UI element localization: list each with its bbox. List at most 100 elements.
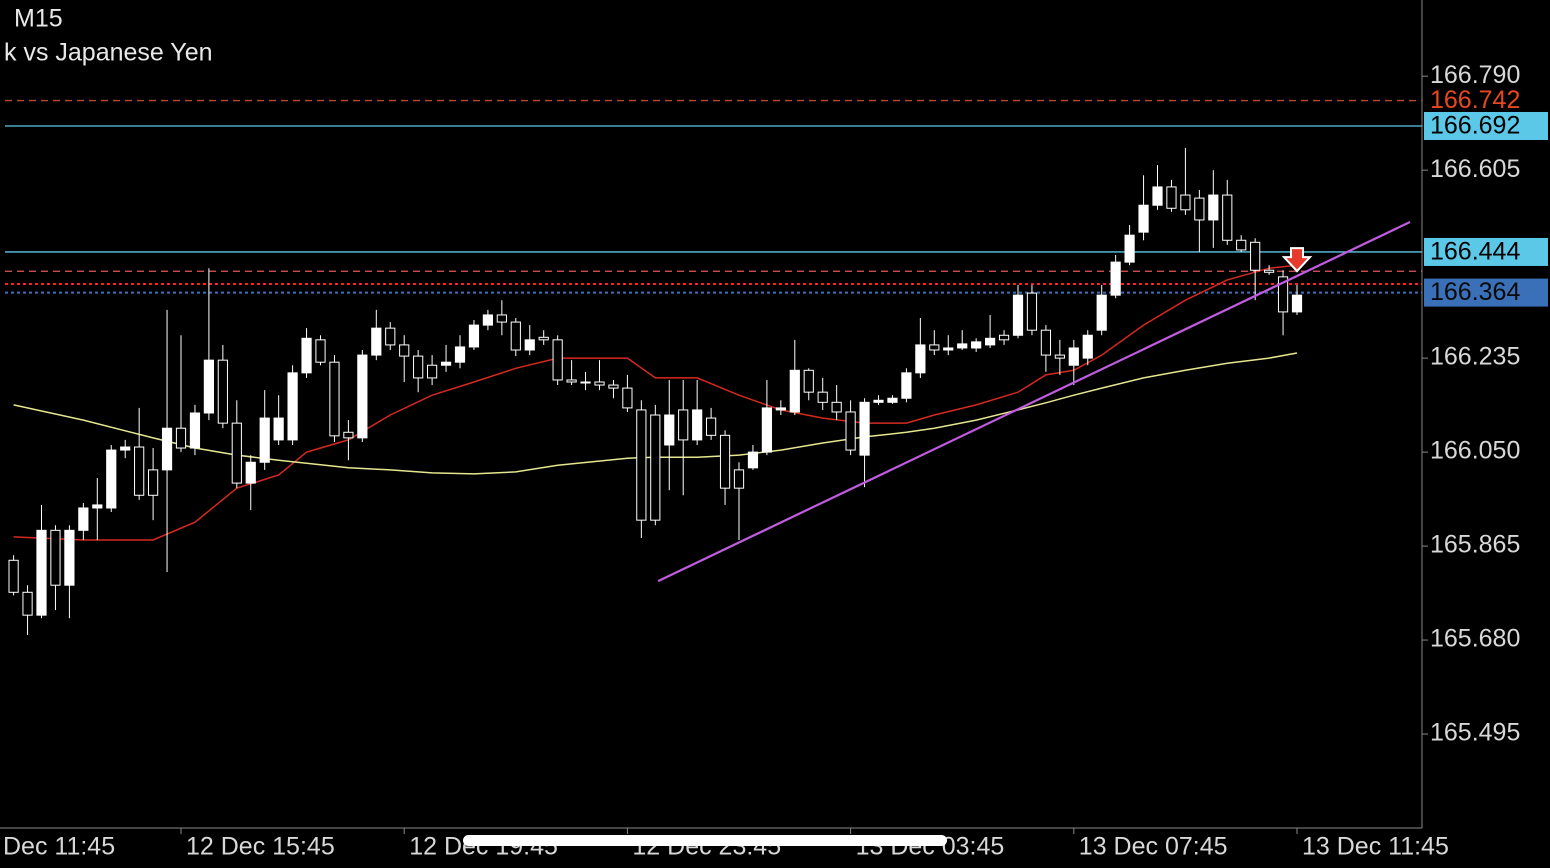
candle-body-down xyxy=(22,591,33,616)
candle-body-down xyxy=(1236,239,1247,251)
home-indicator xyxy=(463,835,947,846)
candle-body-up xyxy=(92,504,103,509)
y-tick-label: 166.605 xyxy=(1430,155,1520,183)
trendline xyxy=(657,221,1411,583)
candle-body-up xyxy=(287,372,298,441)
candle-body-down xyxy=(929,344,940,351)
y-tick-label: 166.790 xyxy=(1430,61,1520,89)
candle-body-down xyxy=(413,355,424,379)
candle-body-down xyxy=(538,336,549,341)
candle-body-down xyxy=(622,387,633,409)
y-tick-label: 165.865 xyxy=(1430,531,1520,559)
candle-body-up xyxy=(371,327,382,356)
candle-body-up xyxy=(64,529,75,586)
timeframe: M15 xyxy=(14,5,63,33)
price-level-box xyxy=(1424,278,1548,307)
candle-body-down xyxy=(399,344,410,357)
candle-body-up xyxy=(1291,294,1303,313)
candle-body-down xyxy=(817,391,828,403)
moving-average xyxy=(13,264,1298,541)
candle-body-up xyxy=(1012,294,1024,336)
sell-arrow xyxy=(1281,247,1313,273)
price-level-box xyxy=(1424,237,1548,266)
candle-body-down xyxy=(1194,197,1205,221)
candle-body-down xyxy=(134,446,145,496)
candle-body-up xyxy=(454,346,466,363)
candle-body-up xyxy=(747,451,759,469)
candle-body-up xyxy=(440,361,452,366)
candle-body-up xyxy=(1110,261,1121,296)
candle-body-up xyxy=(761,407,773,453)
candle-body-down xyxy=(552,339,563,381)
candle-body-up xyxy=(203,359,215,414)
candle-body-up xyxy=(273,417,284,441)
candle-body-down xyxy=(636,409,647,521)
price-level-box xyxy=(1424,111,1548,140)
candle-body-down xyxy=(1250,241,1261,271)
candle-body-up xyxy=(245,461,256,484)
candle-body-up xyxy=(1138,204,1149,233)
x-tick-label: 13 Dec 11:45 xyxy=(1302,833,1449,861)
candle-body-down xyxy=(845,411,856,451)
candle-body-up xyxy=(1096,294,1107,331)
x-tick-label: 12 Dec 15:45 xyxy=(186,833,335,861)
y-tick-label: 165.680 xyxy=(1430,625,1520,653)
price-level-label: 166.444 xyxy=(1430,238,1520,266)
candle-body-down xyxy=(706,417,717,436)
plot-area xyxy=(5,99,1422,635)
candle-body-down xyxy=(385,327,396,346)
candle-body-down xyxy=(1277,276,1289,313)
candle-body-up xyxy=(1124,234,1135,263)
candle-body-up xyxy=(901,372,912,399)
candle-body-down xyxy=(803,369,814,393)
candle-body-down xyxy=(1222,194,1233,241)
y-tick-label: 165.495 xyxy=(1430,719,1520,747)
candle-body-up xyxy=(580,381,591,384)
candle-body-up xyxy=(1152,186,1163,206)
candle-body-up xyxy=(78,507,89,531)
y-tick-label: 166.050 xyxy=(1430,437,1520,465)
candle-body-down xyxy=(50,529,61,586)
candle-body-down xyxy=(231,422,242,484)
candle-body-down xyxy=(343,431,354,439)
candle-body-down xyxy=(650,414,661,521)
candle-body-up xyxy=(161,427,173,471)
candle-body-down xyxy=(733,469,745,489)
candle-body-down xyxy=(496,314,507,323)
candle-body-up xyxy=(859,401,870,456)
candle-body-up xyxy=(301,337,312,374)
candle-body-up xyxy=(1082,334,1093,359)
candle-body-down xyxy=(8,559,19,593)
candle-body-up xyxy=(664,414,675,446)
candle-body-down xyxy=(1180,194,1191,211)
price-level-label: 166.364 xyxy=(1430,278,1520,306)
candle-body-up xyxy=(692,409,703,441)
moving-average xyxy=(13,352,1298,475)
candle-body-up xyxy=(915,344,926,374)
candle-body-up xyxy=(873,399,884,403)
y-tick-label: 166.235 xyxy=(1430,343,1520,371)
candle-body-down xyxy=(1166,186,1177,209)
candle-body-up xyxy=(1208,194,1219,221)
candle-body-up xyxy=(120,446,131,451)
candle-body-up xyxy=(957,343,968,349)
candle-body-up xyxy=(971,341,982,349)
candle-body-down xyxy=(329,361,340,437)
candle-body-down xyxy=(719,434,731,489)
candle-body-up xyxy=(789,369,800,413)
x-tick-label: 13 Dec 07:45 xyxy=(1079,833,1228,861)
price-level-label: 166.742 xyxy=(1430,86,1520,114)
candle-body-down xyxy=(831,401,842,413)
candle-body-up xyxy=(357,354,368,439)
candle-body-up xyxy=(189,412,201,449)
candle-body-up xyxy=(775,407,786,411)
candle-body-down xyxy=(1264,269,1275,273)
candle-body-down xyxy=(678,409,689,441)
candle-body-down xyxy=(426,364,438,379)
candle-body-down xyxy=(594,381,605,386)
candle-body-down xyxy=(315,339,326,363)
candle-body-up xyxy=(1068,347,1079,366)
candle-body-up xyxy=(106,449,117,509)
